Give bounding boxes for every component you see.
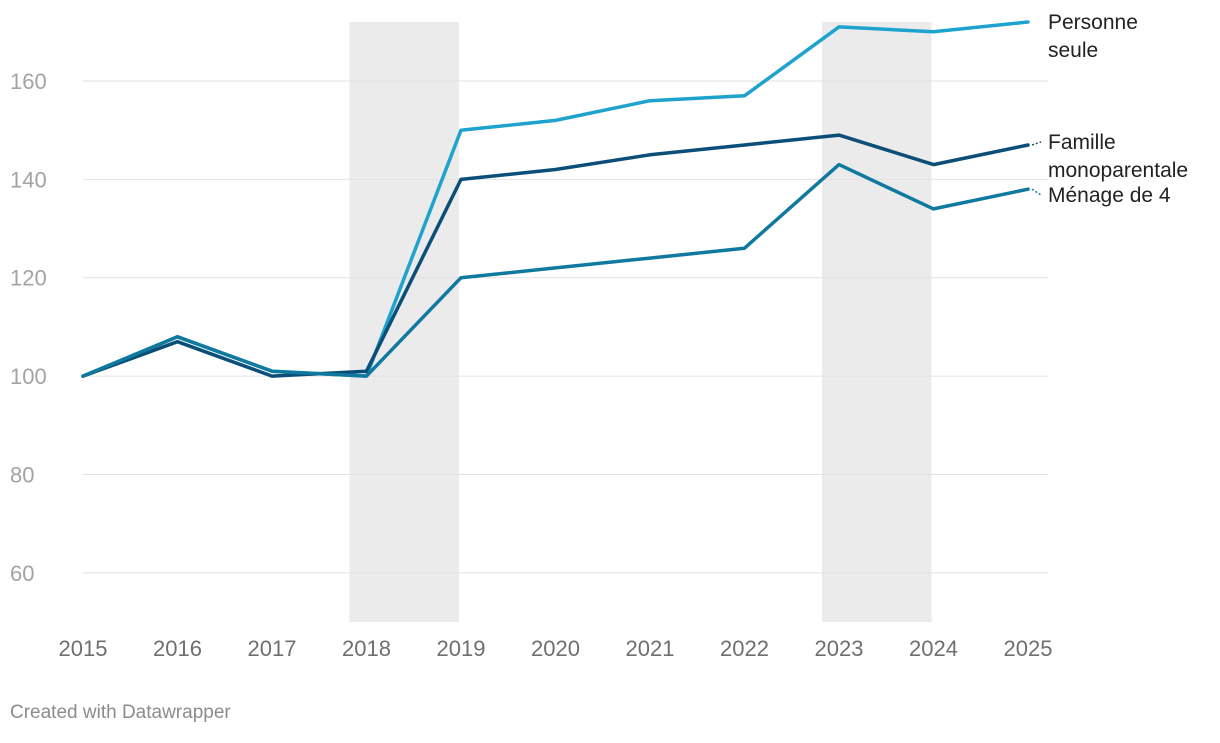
- x-tick-label-2018: 2018: [342, 636, 391, 661]
- x-tick-label-2024: 2024: [909, 636, 958, 661]
- series-label-3: Ménage de 4: [1048, 184, 1171, 207]
- x-tick-label-2021: 2021: [626, 636, 675, 661]
- x-tick-label-2016: 2016: [153, 636, 202, 661]
- x-tick-label-2015: 2015: [59, 636, 108, 661]
- label-connector-3: [1031, 188, 1042, 196]
- series-label-line: seule: [1048, 39, 1098, 62]
- series-label-line: Personne: [1048, 11, 1138, 34]
- x-tick-label-2022: 2022: [720, 636, 769, 661]
- x-tick-label-2017: 2017: [248, 636, 297, 661]
- shaded-period-2: [822, 22, 932, 622]
- shaded-periods: [349, 22, 932, 622]
- series-lines: [81, 20, 1030, 378]
- y-tick-label-100: 100: [10, 364, 47, 389]
- y-tick-label-120: 120: [10, 266, 47, 291]
- series-labels: Personne seule Famille monoparentaleMénage …: [1031, 11, 1188, 207]
- series-label-1: Personne seule: [1048, 11, 1138, 62]
- series-label-line: Famille: [1048, 131, 1116, 154]
- credit-text: Created with Datawrapper: [10, 702, 231, 723]
- gridlines: [83, 80, 1048, 574]
- label-connector-2: [1031, 141, 1042, 146]
- x-tick-label-2019: 2019: [437, 636, 486, 661]
- series-line-2: [81, 133, 1030, 378]
- y-tick-label-160: 160: [10, 69, 47, 94]
- x-axis-ticks: 2015 2016 2017 2018 2019 2020 2021 2022 2023 2024…: [59, 636, 1053, 661]
- series-line-3: [81, 162, 1030, 378]
- y-tick-label-80: 80: [10, 462, 34, 487]
- series-label-line: monoparentale: [1048, 159, 1188, 182]
- y-axis-ticks: 60 80 100 120 140 160: [10, 69, 47, 586]
- x-tick-label-2023: 2023: [815, 636, 864, 661]
- series-label-2: Famille monoparentale: [1048, 131, 1188, 182]
- y-tick-label-140: 140: [10, 167, 47, 192]
- shaded-period-1: [349, 22, 459, 622]
- x-tick-label-2025: 2025: [1004, 636, 1053, 661]
- x-tick-label-2020: 2020: [531, 636, 580, 661]
- y-tick-label-60: 60: [10, 561, 34, 586]
- series-label-line: Ménage de 4: [1048, 184, 1171, 207]
